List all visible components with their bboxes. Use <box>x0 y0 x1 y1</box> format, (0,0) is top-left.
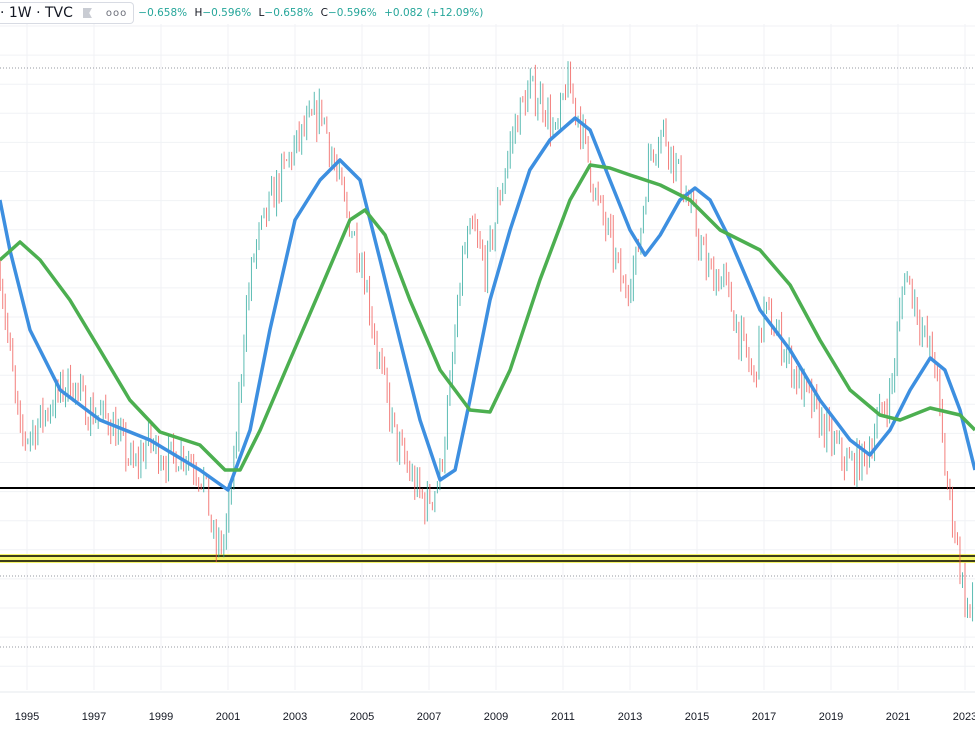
x-tick-label: 2013 <box>618 711 642 723</box>
x-tick-label: 1995 <box>15 711 39 723</box>
x-tick-label: 2003 <box>283 711 307 723</box>
high-label: H <box>194 7 203 19</box>
flag-icon[interactable] <box>82 8 92 18</box>
ohlc-values: −0.658% H−0.596% L−0.658% C−0.596% +0.08… <box>138 7 483 19</box>
ma-fast-line <box>0 116 975 492</box>
legend-bar: · 1W · TVC ooo −0.658% H−0.596% L−0.658%… <box>0 2 483 24</box>
low-value: −0.658% <box>264 7 314 19</box>
x-tick-label: 2001 <box>216 711 240 723</box>
x-tick-label: 2019 <box>819 711 843 723</box>
more-dots-icon[interactable]: ooo <box>105 7 128 19</box>
ma-slow-line <box>0 163 975 472</box>
symbol-interval: · 1W · TVC <box>0 5 73 21</box>
symbol-box[interactable]: · 1W · TVC ooo <box>0 2 135 24</box>
x-tick-label: 2009 <box>484 711 508 723</box>
x-tick-label: 1999 <box>149 711 173 723</box>
x-tick-label: 2015 <box>685 711 709 723</box>
change-value: +0.082 (+12.09%) <box>384 7 484 19</box>
horizontal-levels <box>0 67 975 648</box>
close-value: −0.596% <box>327 7 377 19</box>
x-tick-label: 2021 <box>886 711 910 723</box>
close-label: C <box>320 7 328 19</box>
x-tick-label: 2005 <box>350 711 374 723</box>
open-value: −0.658% <box>138 7 188 19</box>
x-tick-label: 1997 <box>82 711 106 723</box>
x-tick-label: 2007 <box>417 711 441 723</box>
candles <box>0 61 974 622</box>
low-label: L <box>258 7 265 19</box>
x-tick-label: 2011 <box>551 711 575 723</box>
high-value: −0.596% <box>202 7 252 19</box>
x-tick-label: 2017 <box>752 711 776 723</box>
x-axis: 1995 1997 1999 2001 2003 2005 2007 2009 2011 2013… <box>15 711 975 723</box>
highlight-band <box>0 554 975 563</box>
x-tick-label: 2023 <box>953 711 975 723</box>
moving-averages <box>0 116 975 492</box>
